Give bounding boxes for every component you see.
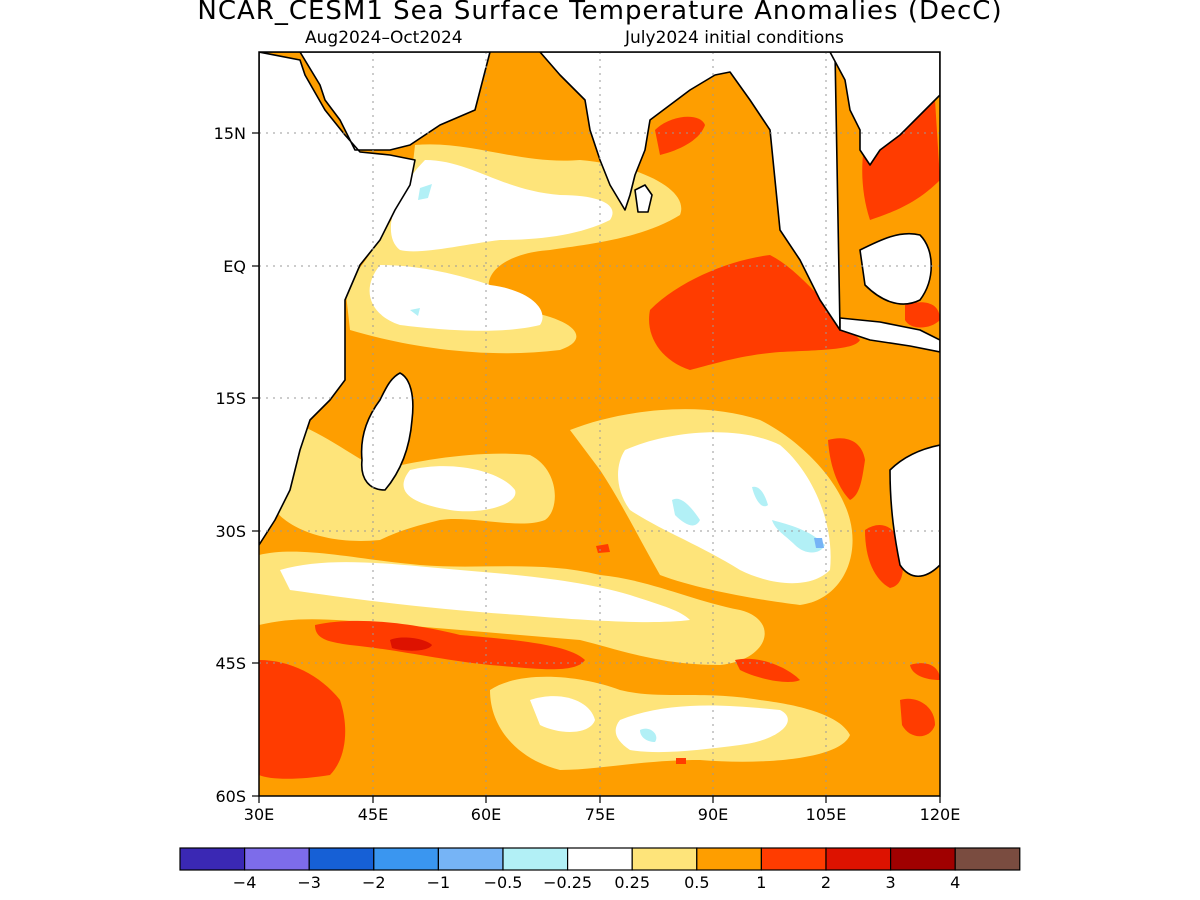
lon-label: 30E [244, 805, 274, 824]
anomaly-field [259, 52, 940, 796]
colorbar-label: −2 [362, 873, 386, 892]
colorbar-swatch [244, 847, 310, 871]
colorbar-label: −0.25 [543, 873, 592, 892]
colorbar-label: 0.25 [614, 873, 650, 892]
anomaly-cool-05-patch [814, 538, 824, 548]
colorbar-swatch [502, 847, 569, 871]
latitude-labels: 15N EQ 15S 30S 45S 60S [214, 124, 246, 806]
initial-conditions: July2024 initial conditions [625, 28, 844, 48]
southeast-asia-land [829, 52, 940, 166]
colorbar: −4 −3 −2 −1 −0.5 −0.25 0.25 0.5 1 2 3 4 [179, 847, 1021, 892]
lon-label: 105E [806, 805, 847, 824]
land-masses [259, 52, 940, 578]
java-land [839, 317, 940, 353]
colorbar-swatch [373, 847, 439, 871]
borneo-land [859, 232, 932, 305]
map-gridlines [259, 52, 940, 796]
colorbar-label: −0.5 [484, 873, 523, 892]
madagascar-land [360, 372, 414, 491]
anomaly-near-zero-regions [280, 160, 831, 753]
lat-label: 30S [215, 522, 246, 541]
lon-label: 120E [920, 805, 961, 824]
colorbar-swatch [825, 847, 892, 871]
lon-label: 60E [471, 805, 501, 824]
lat-label: EQ [223, 257, 246, 276]
india-land [539, 52, 841, 331]
colorbar-label: 2 [821, 873, 831, 892]
colorbar-swatch [760, 847, 827, 871]
anomaly-cool-regions [410, 184, 825, 742]
forecast-period: Aug2024–Oct2024 [305, 28, 463, 48]
colorbar-label: −3 [297, 873, 321, 892]
anomaly-2-3-patch [390, 637, 432, 651]
colorbar-swatch [308, 847, 375, 871]
lat-label: 45S [215, 654, 246, 673]
colorbar-swatch [889, 847, 956, 871]
lon-label: 75E [585, 805, 615, 824]
colorbar-swatch [179, 847, 246, 871]
map-title: NCAR_CESM1 Sea Surface Temperature Anoma… [197, 0, 1003, 26]
colorbar-label: −4 [233, 873, 257, 892]
lat-label: 60S [215, 787, 246, 806]
longitude-labels: 30E 45E 60E 75E 90E 105E 120E [244, 805, 961, 824]
lat-label: 15N [214, 124, 246, 143]
lon-label: 45E [358, 805, 388, 824]
lat-label: 15S [215, 389, 246, 408]
lon-label: 90E [698, 805, 728, 824]
colorbar-swatch [437, 847, 504, 871]
axis-ticks [252, 132, 941, 803]
colorbar-swatch [954, 847, 1021, 871]
australia-land [889, 444, 940, 578]
colorbar-label: −1 [427, 873, 451, 892]
anomaly-1-2-regions [259, 99, 940, 779]
colorbar-label: 1 [756, 873, 766, 892]
colorbar-label: 0.5 [684, 873, 709, 892]
sri-lanka-land [634, 184, 653, 213]
colorbar-label: 3 [886, 873, 896, 892]
colorbar-swatch [566, 847, 633, 871]
colorbar-label: 4 [950, 873, 960, 892]
colorbar-swatch [696, 847, 762, 871]
colorbar-swatch [631, 847, 698, 871]
